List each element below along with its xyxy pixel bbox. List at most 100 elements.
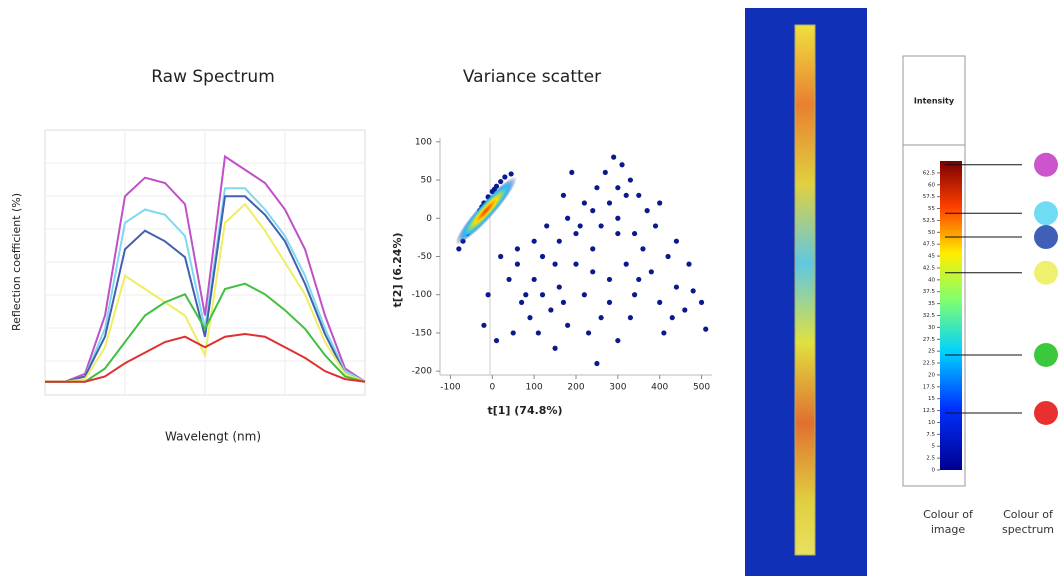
colorbar-tick-label: 22.5 xyxy=(923,361,936,367)
y-axis-label: t[2] (6.24%) xyxy=(391,232,404,307)
point xyxy=(648,269,654,275)
spectrum-line xyxy=(45,195,366,383)
point xyxy=(498,253,504,260)
colorbar-title: Intensity xyxy=(914,97,955,106)
point xyxy=(548,307,554,313)
point xyxy=(508,171,514,177)
point xyxy=(514,246,521,252)
spectrum-line xyxy=(45,282,366,383)
colorbar-tick-label: 20 xyxy=(928,372,935,378)
point xyxy=(606,200,613,206)
y-tick-label: -150 xyxy=(412,328,433,338)
point xyxy=(581,200,587,206)
point xyxy=(615,230,621,237)
y-tick-label: 100 xyxy=(415,137,432,147)
point xyxy=(590,208,596,214)
sample-stick xyxy=(794,24,816,556)
x-tick-label: -100 xyxy=(440,383,461,393)
point xyxy=(590,246,596,252)
point xyxy=(552,345,558,351)
point xyxy=(636,192,642,198)
chart-title: Raw Spectrum xyxy=(151,67,275,87)
colorbar-tick-label: 17.5 xyxy=(923,384,936,390)
point xyxy=(502,174,508,180)
x-tick-label: 100 xyxy=(526,383,543,393)
spectrum-line xyxy=(45,154,366,383)
point xyxy=(506,276,512,283)
colorbar-tick-label: 62.5 xyxy=(923,170,936,176)
colorbar-tick-label: 15 xyxy=(928,396,935,402)
point xyxy=(690,288,696,294)
point xyxy=(615,215,621,221)
point xyxy=(594,360,600,367)
point xyxy=(573,230,579,237)
colorbar-tick-label: 32.5 xyxy=(923,313,936,319)
y-tick-label: 0 xyxy=(426,214,432,224)
point xyxy=(590,269,596,275)
point xyxy=(627,177,634,183)
spectrum-line xyxy=(45,202,366,383)
point xyxy=(485,292,491,298)
point xyxy=(510,330,516,336)
point xyxy=(560,299,567,305)
y-tick-label: 50 xyxy=(421,176,433,186)
spectrum-line xyxy=(45,333,366,383)
colorbar-tick-label: 30 xyxy=(928,325,935,331)
point xyxy=(640,246,646,252)
point xyxy=(615,337,621,344)
point xyxy=(686,261,692,267)
point xyxy=(539,253,546,260)
point xyxy=(577,223,583,229)
point xyxy=(623,192,629,198)
density-core xyxy=(455,176,517,245)
colorbar-tick-label: 0 xyxy=(932,468,936,474)
point xyxy=(598,315,604,321)
point xyxy=(631,292,638,298)
chart-title: Variance scatter xyxy=(463,67,601,87)
x-axis-label: t[1] (74.8%) xyxy=(487,404,562,417)
point xyxy=(456,246,462,252)
colorbar-tick-label: 12.5 xyxy=(923,408,936,414)
point xyxy=(481,322,487,328)
point xyxy=(623,261,629,267)
y-tick-label: -50 xyxy=(417,252,432,262)
point xyxy=(514,261,521,267)
point xyxy=(615,185,621,191)
point xyxy=(560,192,567,198)
colorbar-frame xyxy=(902,55,966,487)
point xyxy=(552,261,558,267)
point xyxy=(631,230,638,237)
colorbar-tick-label: 5 xyxy=(932,444,936,450)
point xyxy=(673,284,680,290)
point xyxy=(565,322,571,328)
point xyxy=(544,223,550,229)
point xyxy=(519,299,525,305)
colorbar-tick-label: 52.5 xyxy=(923,218,936,224)
colorbar-tick-label: 2.5 xyxy=(926,456,935,462)
point xyxy=(652,223,659,229)
x-tick-label: 0 xyxy=(489,383,495,393)
point xyxy=(657,200,663,206)
x-tick-label: 300 xyxy=(609,383,626,393)
spectrum-caption: Colour of spectrum xyxy=(1001,508,1055,536)
point xyxy=(527,315,533,321)
colorbar-tick-label: 60 xyxy=(928,182,935,188)
point xyxy=(531,276,537,283)
point xyxy=(669,315,675,321)
point xyxy=(698,299,705,305)
y-tick-label: -100 xyxy=(412,290,433,300)
colorbar-tick-label: 57.5 xyxy=(923,194,936,200)
colorbar-tick-label: 25 xyxy=(928,349,935,355)
x-axis-label: Wavelengt (nm) xyxy=(165,430,261,444)
point xyxy=(523,292,529,298)
colorbar-tick-label: 55 xyxy=(928,206,935,212)
colorbar-tick-label: 42.5 xyxy=(923,265,936,271)
point xyxy=(556,284,562,290)
point xyxy=(539,292,546,298)
point xyxy=(569,169,575,176)
image-caption: Colour of image xyxy=(923,508,973,536)
x-tick-label: 400 xyxy=(651,383,668,393)
colorbar-tick-label: 35 xyxy=(928,301,935,307)
